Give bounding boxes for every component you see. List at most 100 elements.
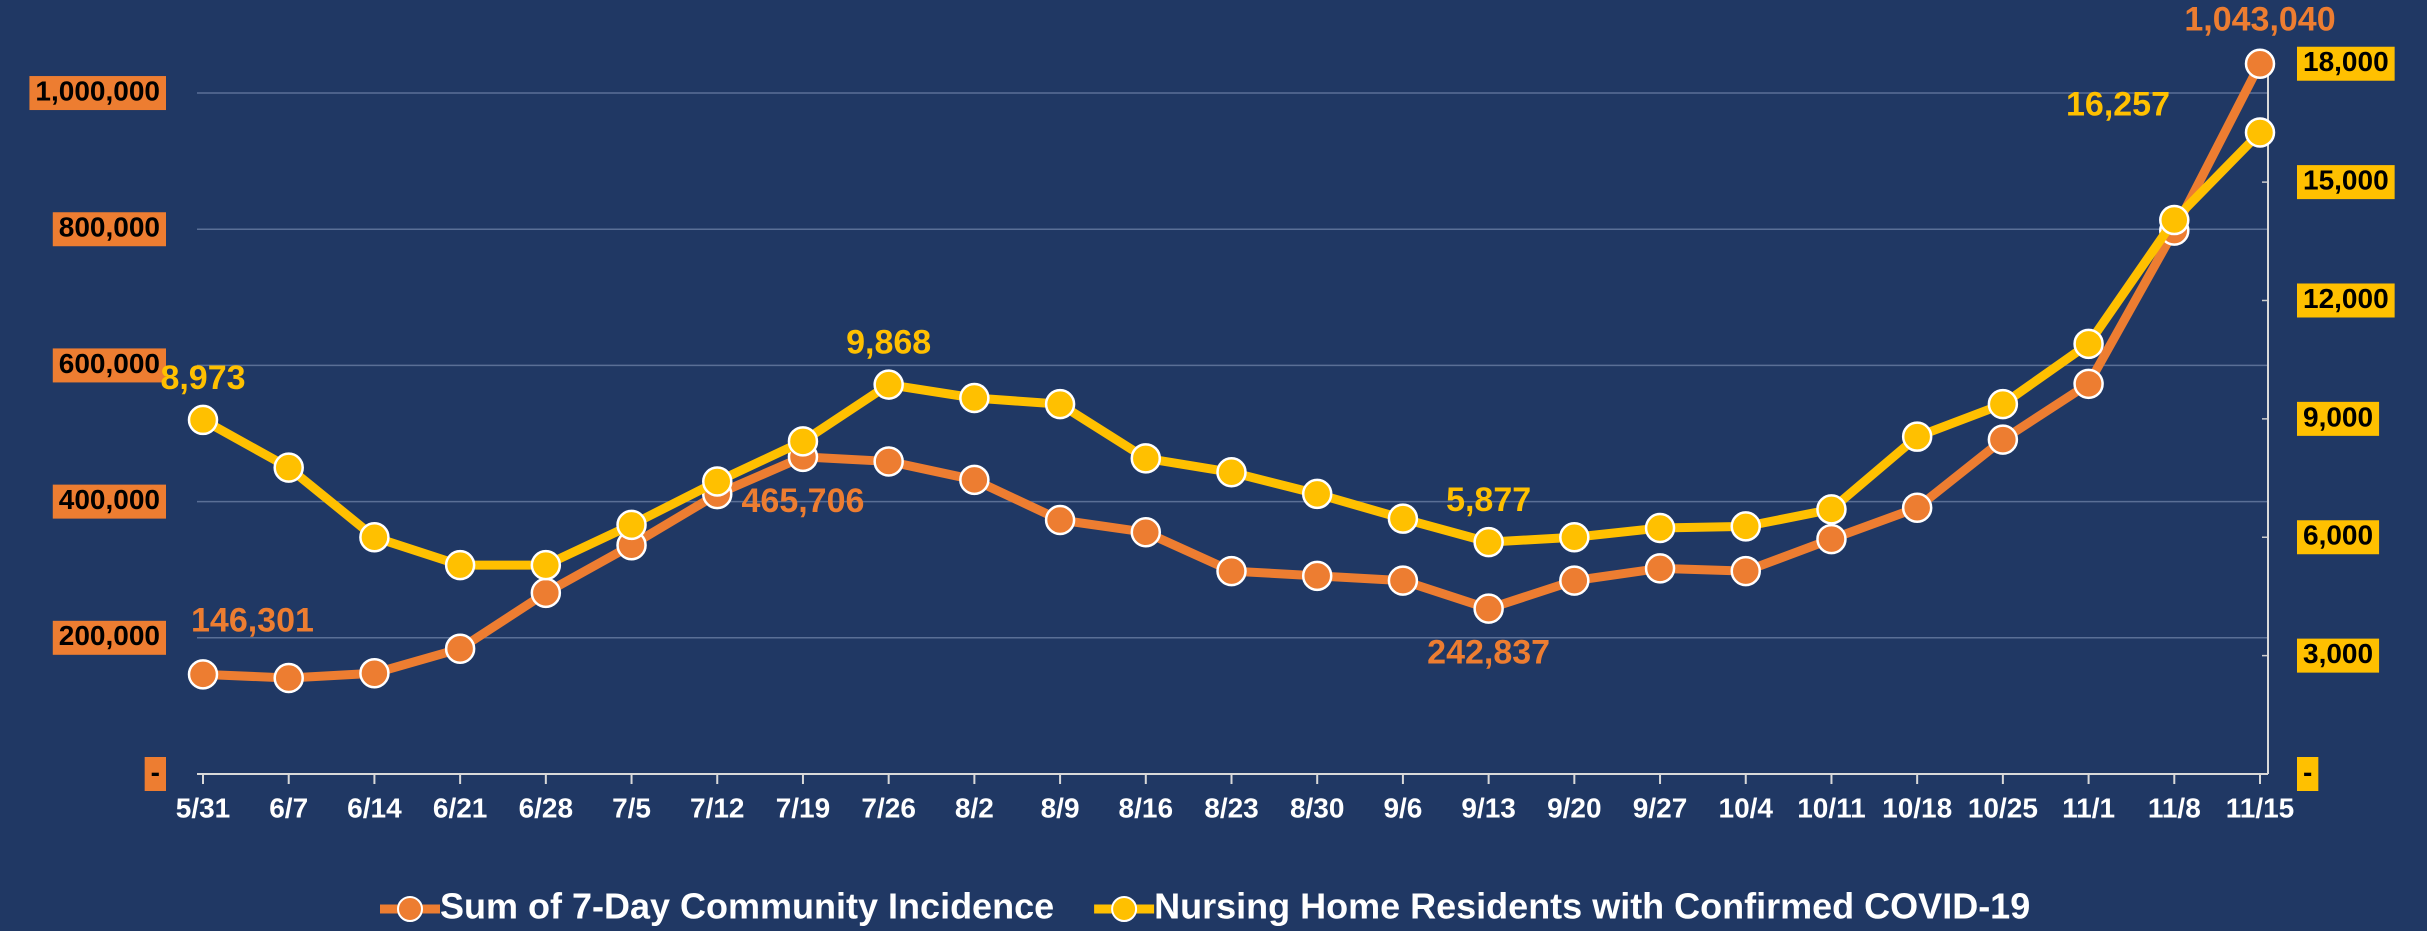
point — [359, 657, 390, 689]
point — [1301, 478, 1333, 510]
point — [702, 466, 733, 497]
point — [187, 659, 219, 690]
y2-tick-label: 12,000 — [2303, 283, 2389, 314]
legend-marker — [1111, 896, 1138, 922]
x-tick-label: 7/12 — [690, 792, 745, 823]
point — [530, 549, 562, 581]
point — [873, 369, 904, 400]
y2-tick-box — [2297, 46, 2395, 81]
x-tick-label: 8/9 — [1041, 792, 1080, 823]
y-tick-label: 1,000,000 — [35, 75, 160, 106]
data-label: 8,973 — [160, 359, 245, 397]
point — [959, 382, 990, 414]
x-tick-label: 5/31 — [176, 792, 231, 823]
point — [444, 633, 476, 664]
point — [1216, 457, 1247, 488]
point — [1730, 511, 1761, 542]
y2-tick-label: 6,000 — [2303, 520, 2373, 551]
x-tick-label: 11/1 — [2062, 792, 2115, 823]
point — [1216, 555, 1247, 587]
y-tick-box — [52, 212, 166, 247]
legend-label: Nursing Home Residents with Confirmed CO… — [1154, 886, 2030, 927]
data-label: 5,877 — [1446, 481, 1531, 519]
point — [787, 426, 819, 457]
point — [1044, 388, 1076, 420]
point — [273, 662, 304, 694]
point — [444, 549, 476, 581]
y2-tick-box — [2297, 757, 2319, 791]
x-tick-label: 10/25 — [1968, 792, 2038, 823]
y-tick-label: 200,000 — [59, 620, 160, 651]
point — [2159, 204, 2190, 236]
point — [1816, 494, 1847, 525]
point — [1987, 388, 2019, 420]
point — [1387, 565, 1419, 596]
x-tick-label: 8/30 — [1290, 792, 1345, 823]
x-tick-label: 10/18 — [1882, 792, 1952, 823]
point — [1559, 565, 1590, 596]
point — [1644, 512, 1676, 544]
x-tick-label: 6/7 — [269, 792, 308, 823]
point — [359, 521, 390, 553]
x-tick-label: 7/19 — [776, 792, 831, 823]
point — [1130, 443, 1162, 474]
point — [616, 509, 647, 541]
y-tick-box — [29, 76, 166, 111]
y-tick-box — [52, 484, 166, 519]
legend-label: Sum of 7-Day Community Incidence — [440, 886, 1054, 927]
x-tick-label: 11/8 — [2148, 792, 2201, 823]
x-tick-label: 6/14 — [347, 792, 402, 823]
x-tick-label: 11/15 — [2226, 792, 2295, 823]
x-tick-label: 10/11 — [1797, 792, 1866, 823]
x-tick-label: 8/2 — [955, 792, 994, 823]
point — [873, 446, 904, 477]
point — [273, 452, 304, 483]
point — [1644, 553, 1676, 584]
x-tick-label: 10/4 — [1719, 792, 1774, 823]
y-tick-box — [52, 348, 166, 383]
data-label: 9,868 — [846, 324, 931, 362]
data-label: 465,706 — [742, 482, 865, 520]
point — [1816, 523, 1847, 555]
point — [530, 577, 562, 609]
point — [1901, 421, 1933, 452]
series-line — [200, 129, 2264, 570]
point — [1044, 504, 1076, 536]
x-tick-label: 9/13 — [1461, 792, 1516, 823]
data-label: 1,043,040 — [2184, 1, 2335, 39]
y-tick-label: 800,000 — [59, 212, 160, 243]
x-tick-label: 7/5 — [612, 792, 651, 823]
y-tick-label: - — [151, 756, 160, 787]
y2-tick-label: 18,000 — [2303, 46, 2389, 77]
y2-tick-label: 15,000 — [2303, 165, 2389, 196]
point — [1473, 593, 1504, 624]
point — [2073, 328, 2104, 360]
y2-tick-box — [2297, 520, 2380, 555]
x-tick-label: 8/23 — [1204, 792, 1259, 823]
y2-tick-box — [2297, 283, 2395, 318]
x-tick-label: 9/20 — [1547, 792, 1602, 823]
data-label: 16,257 — [2066, 85, 2170, 123]
point — [1301, 560, 1333, 592]
legend-marker — [397, 896, 423, 922]
x-tick-label: 9/6 — [1383, 792, 1422, 823]
data-label: 242,837 — [1427, 634, 1550, 672]
y2-tick-box — [2297, 401, 2380, 436]
point — [1730, 555, 1761, 587]
x-tick-label: 7/26 — [861, 792, 916, 823]
data-label: 146,301 — [191, 601, 314, 639]
x-tick-label: 9/27 — [1633, 792, 1688, 823]
point — [2244, 117, 2276, 148]
y2-tick-label: 3,000 — [2303, 638, 2373, 669]
x-tick-label: 6/28 — [519, 792, 574, 823]
y-tick-label: 400,000 — [59, 484, 160, 515]
y-tick-box — [144, 757, 166, 791]
point — [2073, 368, 2104, 400]
y2-tick-label: 9,000 — [2303, 401, 2373, 432]
point — [1473, 526, 1504, 558]
point — [1987, 424, 2019, 455]
point — [1130, 517, 1162, 548]
x-tick-label: 6/21 — [433, 792, 488, 823]
y2-tick-box — [2297, 638, 2380, 673]
